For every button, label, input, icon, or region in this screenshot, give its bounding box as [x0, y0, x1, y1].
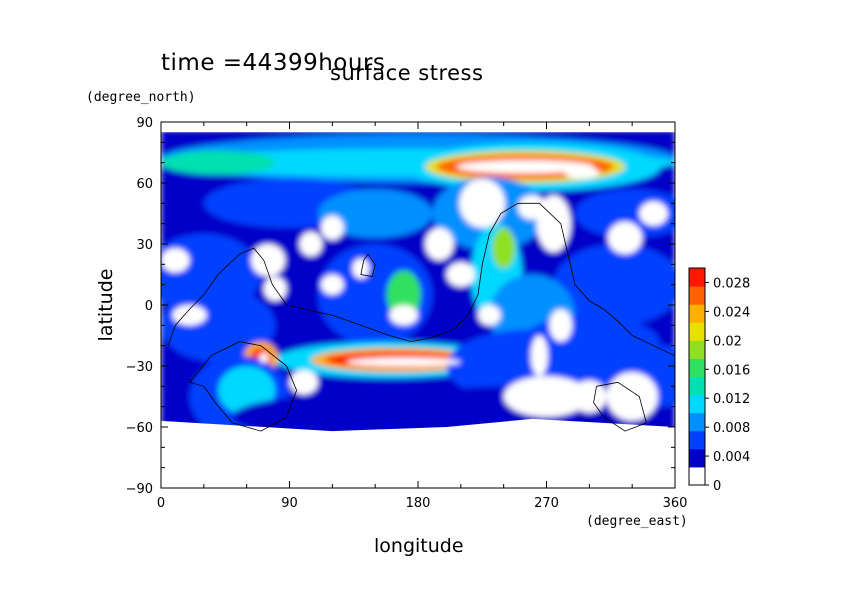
field-low-area: [346, 357, 461, 367]
field-low-area: [389, 305, 418, 326]
y-tick-label: 90: [136, 116, 153, 131]
field-low-area: [477, 305, 501, 326]
colorbar-segment: [689, 304, 705, 323]
x-tick-label: 270: [534, 496, 559, 511]
x-axis-unit: (degree_east): [586, 514, 688, 529]
field-low-area: [530, 335, 548, 377]
y-tick-label: 0: [145, 299, 153, 314]
y-tick-label: 30: [136, 238, 153, 253]
field-edge: [161, 418, 675, 488]
colorbar-tick-label: 0.012: [713, 392, 750, 407]
field-low-area: [299, 231, 323, 257]
colorbar-tick-label: 0.004: [713, 450, 750, 465]
x-tick-label: 0: [157, 496, 165, 511]
x-tick-label: 360: [663, 496, 688, 511]
colorbar-tick-label: 0: [713, 479, 721, 494]
colorbar-segment: [689, 322, 705, 341]
coastline: [167, 202, 675, 432]
field-low-area: [606, 372, 658, 421]
colorbar-segment: [689, 376, 705, 396]
colorbar-segment: [689, 268, 705, 287]
colorbar-tick-label: 0.02: [713, 334, 742, 349]
colorbar-tick-label: 0.016: [713, 363, 750, 378]
field-low-area: [425, 227, 454, 261]
field-low-area: [320, 215, 344, 240]
field-low-area: [289, 370, 319, 395]
x-axis-label: longitude: [374, 535, 464, 557]
chart-title: surface stress: [330, 61, 484, 85]
field-patch: [161, 150, 276, 175]
field-patch: [318, 189, 433, 238]
field-low-area: [172, 305, 207, 326]
field-patch: [553, 244, 675, 326]
colorbar-segment: [689, 394, 705, 414]
field-low-area: [250, 244, 286, 277]
colorbar-segment: [689, 340, 705, 359]
y-tick-label: 60: [136, 177, 153, 192]
field-low-area: [459, 178, 506, 228]
field-low-area: [446, 262, 476, 287]
colorbar-tick-label: 0.028: [713, 276, 750, 291]
colorbar-tick-label: 0.024: [713, 305, 750, 320]
field-low-area: [503, 376, 590, 417]
field-low-area: [161, 248, 190, 273]
field-low-area: [352, 258, 370, 279]
field-low-area: [320, 274, 344, 295]
y-tick-label: −90: [126, 482, 153, 497]
x-tick-label: 180: [406, 496, 431, 511]
field-low-area: [572, 380, 607, 413]
y-axis-unit: (degree_north): [86, 90, 196, 105]
field-low-area: [259, 352, 269, 363]
y-tick-label: −60: [126, 421, 153, 436]
colorbar-segment: [689, 286, 705, 305]
colorbar-segment: [689, 430, 705, 450]
field-low-area: [607, 221, 643, 255]
coastline-path: [188, 341, 298, 432]
axes: 0 90 180 270 360 90 60 30 0 −30 −60 −90: [126, 116, 688, 511]
field-low-area: [639, 201, 668, 226]
time-label: time =44399hours: [161, 50, 386, 76]
colorbar-segment: [689, 448, 705, 468]
field-patch: [492, 227, 516, 269]
field-low-area: [456, 160, 594, 174]
coastline-path: [167, 202, 675, 357]
field-patch: [575, 189, 675, 238]
coastline-path: [360, 253, 376, 277]
colorbar: 0.028 0.024 0.02 0.016 0.012 0.008 0.004 0: [688, 267, 750, 494]
field-low-area: [549, 309, 573, 342]
colorbar-segment: [689, 358, 705, 377]
stress-field: [161, 122, 675, 488]
x-tick-label: 90: [281, 496, 298, 511]
colorbar-tick-label: 0.008: [713, 421, 750, 436]
field-low-area: [536, 195, 571, 253]
colorbar-frame: [688, 267, 706, 486]
coastline-path: [593, 381, 647, 432]
y-tick-label: −30: [126, 360, 153, 375]
colorbar-segment: [689, 412, 705, 432]
colorbar-segment: [689, 466, 705, 486]
field-low-area: [565, 166, 600, 179]
